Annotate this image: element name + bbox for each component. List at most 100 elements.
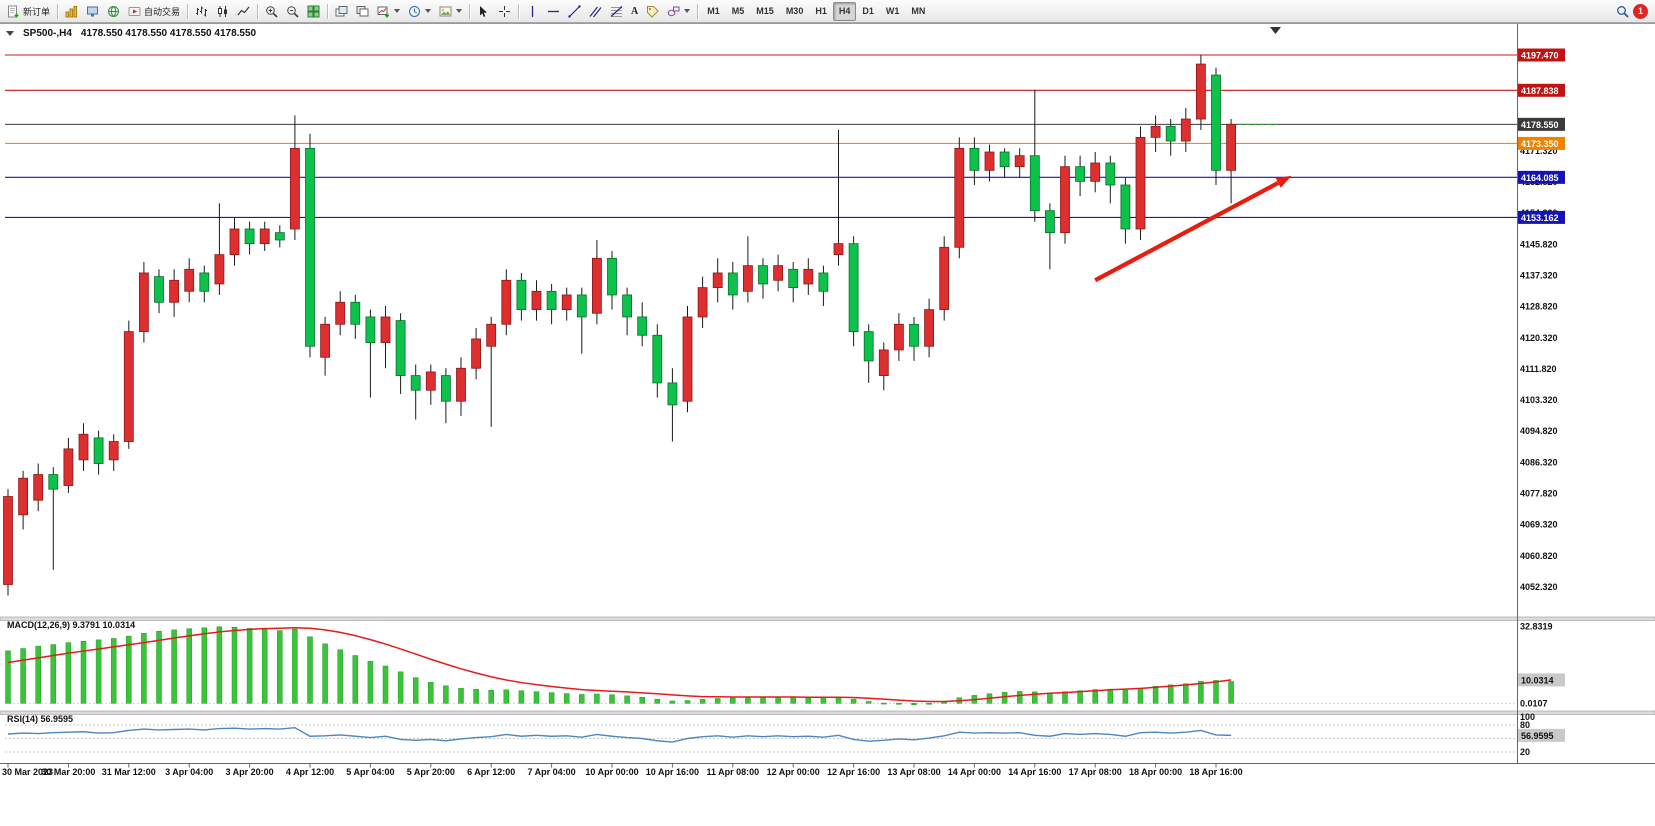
one-click-trading-toggle[interactable] [6,31,14,36]
candles [3,54,1236,596]
svg-text:30 Mar 2023: 30 Mar 2023 [2,767,53,777]
data-window-button[interactable] [82,2,103,21]
market-watch-icon [65,5,78,17]
cursor-button[interactable] [473,2,494,21]
line-chart-icon [237,6,250,15]
crosshair-icon [499,5,511,17]
fibonacci-icon [610,5,623,17]
timeframe-m1[interactable]: M1 [701,2,726,21]
chart-ohlc: 4178.550 4178.550 4178.550 4178.550 [80,28,257,39]
new-chart-icon [377,6,390,17]
trend-arrow [1094,175,1292,283]
candlestick-chart-icon [218,5,228,17]
periods-button[interactable] [404,2,435,21]
svg-text:100: 100 [1520,712,1535,722]
templates-button[interactable] [435,2,466,21]
svg-text:5 Apr 20:00: 5 Apr 20:00 [407,767,455,777]
cursor-icon [480,5,488,17]
svg-text:6 Apr 12:00: 6 Apr 12:00 [467,767,515,777]
timeframe-h4[interactable]: H4 [832,1,857,21]
svg-text:7 Apr 04:00: 7 Apr 04:00 [527,767,575,777]
zoom-in-button[interactable] [261,2,282,21]
fibonacci-button[interactable] [606,2,627,21]
timeframe-d1[interactable]: D1 [856,2,880,21]
zoom-out-button[interactable] [282,2,303,21]
timeframe-mn[interactable]: MN [905,2,931,21]
price-tags: 4197.470 4187.838 4178.550 4173.350 4164.085… [1518,48,1565,224]
shapes-button[interactable] [663,2,694,21]
crosshair-button[interactable] [494,2,515,21]
svg-text:4171.320: 4171.320 [1520,146,1558,156]
autotrading-button[interactable]: 自动交易 [124,2,184,21]
text-button[interactable]: A [627,2,642,21]
shapes-icon [667,6,680,16]
svg-text:10 Apr 16:00: 10 Apr 16:00 [646,767,699,777]
timeframe-m30[interactable]: M30 [780,2,810,21]
timeframe-m15[interactable]: M15 [750,2,780,21]
svg-text:4164.085: 4164.085 [1521,173,1559,183]
timeframe-m5[interactable]: M5 [726,2,751,21]
svg-text:14 Apr 00:00: 14 Apr 00:00 [948,767,1001,777]
toolbar-separator [257,3,259,19]
timeframe-w1[interactable]: W1 [880,2,906,21]
macd-panel: 32.8319 0.0107 10.0314 [5,622,1565,708]
svg-text:4153.162: 4153.162 [1521,213,1559,223]
search-button[interactable] [1612,2,1633,21]
arrow-label-button[interactable] [642,2,663,21]
svg-text:4069.320: 4069.320 [1520,520,1558,530]
svg-text:4197.470: 4197.470 [1521,51,1559,61]
svg-text:5 Apr 04:00: 5 Apr 04:00 [346,767,394,777]
svg-text:4052.320: 4052.320 [1520,582,1558,592]
svg-text:31 Mar 12:00: 31 Mar 12:00 [102,767,156,777]
toolbar-separator [187,3,189,19]
svg-text:0.0107: 0.0107 [1520,698,1548,708]
bar-chart-button[interactable] [191,2,212,21]
navigator-button[interactable] [103,2,124,21]
horizontal-line-button[interactable] [543,2,564,21]
search-icon [1617,5,1629,18]
chart-header: SP500-,H4 4178.550 4178.550 4178.550 417… [6,28,256,39]
trendline-button[interactable] [564,2,585,21]
horizontal-lines [5,54,1517,218]
chart-shift-marker [1270,27,1281,34]
svg-text:12 Apr 00:00: 12 Apr 00:00 [767,767,820,777]
svg-text:4111.820: 4111.820 [1520,364,1557,374]
cascade-windows-icon [356,5,369,16]
notification-count: 1 [1637,5,1643,16]
line-chart-button[interactable] [233,2,254,21]
timeframe-h1[interactable]: H1 [809,2,833,21]
notification-badge[interactable]: 1 [1633,3,1648,19]
zoom-in-icon [266,5,278,18]
panel-frames [0,23,1655,764]
main-toolbar: 新订单 自动交易 A M1 [0,0,1655,23]
arrange-windows-icon [335,5,348,16]
svg-text:3 Apr 20:00: 3 Apr 20:00 [225,767,273,777]
horizontal-line-icon [548,10,560,12]
rsi-label: RSI(14) 56.9595 [7,714,74,724]
svg-text:4094.820: 4094.820 [1520,426,1558,436]
tile-windows-button[interactable] [303,2,324,21]
equidistant-channel-button[interactable] [585,2,606,21]
dropdown-arrow [425,9,432,13]
vertical-line-button[interactable] [522,2,543,21]
rsi-panel: 10080502056.9595 [5,712,1565,757]
svg-text:80: 80 [1520,720,1530,730]
new-order-button[interactable]: 新订单 [3,2,54,21]
svg-text:12 Apr 16:00: 12 Apr 16:00 [827,767,880,777]
svg-text:4077.820: 4077.820 [1520,489,1558,499]
svg-text:13 Apr 08:00: 13 Apr 08:00 [887,767,940,777]
vertical-line-icon [531,5,534,17]
equidistant-channel-icon [589,6,602,17]
chart-symbol-period: SP500-,H4 [23,28,72,39]
toolbar-separator [327,3,329,19]
svg-text:4128.820: 4128.820 [1520,302,1558,312]
dropdown-arrow [394,9,401,13]
candlestick-chart-button[interactable] [212,2,233,21]
arrange-windows-button[interactable] [331,2,352,21]
cascade-windows-button[interactable] [352,2,373,21]
new-chart-button[interactable] [373,2,404,21]
market-watch-button[interactable] [61,2,82,21]
